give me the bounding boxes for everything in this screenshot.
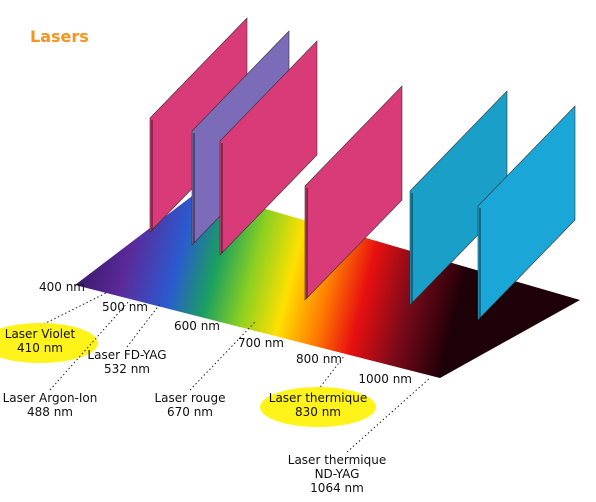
- laser-label: 830 nm: [295, 405, 341, 419]
- laser-label: 1064 nm: [310, 481, 364, 495]
- laser-label: 532 nm: [104, 362, 150, 376]
- laser-label: 410 nm: [17, 341, 63, 355]
- laser-label: 488 nm: [27, 405, 73, 419]
- laser-label: Laser Argon-Ion: [3, 391, 98, 405]
- laser-panel: [219, 40, 318, 256]
- scale-label: 500 nm: [102, 300, 148, 314]
- leader-line: [39, 291, 109, 327]
- laser-label: Laser thermique: [269, 391, 367, 405]
- scale-label: 1000 nm: [358, 372, 412, 386]
- scale-label: 700 nm: [238, 336, 284, 350]
- leader-line: [317, 354, 346, 391]
- spectrum-floor: [75, 190, 580, 378]
- laser-panel: [304, 85, 403, 301]
- scale-label: 400 nm: [39, 280, 85, 294]
- highlight: [0, 323, 98, 363]
- scale-label: 800 nm: [296, 352, 342, 366]
- laser-label: Laser Violet: [5, 327, 76, 341]
- leader-line: [49, 299, 131, 391]
- laser-label: Laser rouge: [154, 391, 225, 405]
- laser-label: ND-YAG: [315, 467, 360, 481]
- title: Lasers: [30, 27, 89, 46]
- highlight: [260, 387, 376, 427]
- laser-label: 670 nm: [167, 405, 213, 419]
- laser-panel: [477, 105, 576, 321]
- leader-line: [126, 303, 161, 348]
- scale-label: 600 nm: [174, 319, 220, 333]
- laser-panel: [409, 90, 508, 306]
- laser-label: Laser FD-YAG: [87, 348, 166, 362]
- laser-label: Laser thermique: [288, 453, 386, 467]
- leader-line: [346, 377, 431, 453]
